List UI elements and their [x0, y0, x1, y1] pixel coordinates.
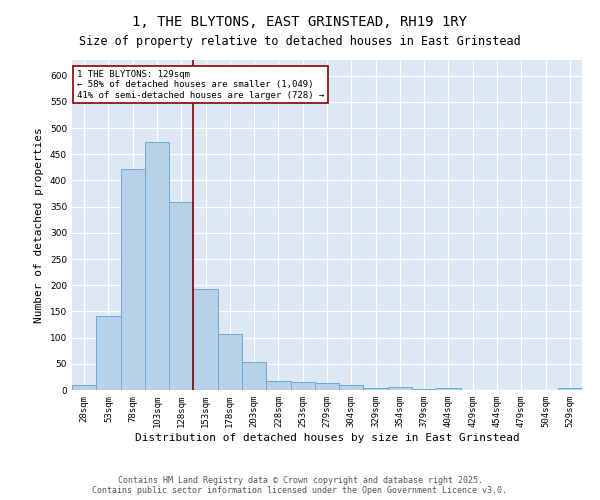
Bar	[558, 388, 582, 390]
Text: Contains HM Land Registry data © Crown copyright and database right 2025.
Contai: Contains HM Land Registry data © Crown c…	[92, 476, 508, 495]
Bar	[436, 388, 461, 390]
Y-axis label: Number of detached properties: Number of detached properties	[34, 127, 44, 323]
Bar	[364, 388, 388, 390]
Bar	[218, 334, 242, 390]
Bar	[169, 202, 193, 390]
Text: 1, THE BLYTONS, EAST GRINSTEAD, RH19 1RY: 1, THE BLYTONS, EAST GRINSTEAD, RH19 1RY	[133, 15, 467, 29]
Bar	[242, 362, 266, 390]
Bar	[266, 380, 290, 390]
Bar	[388, 388, 412, 390]
Text: Size of property relative to detached houses in East Grinstead: Size of property relative to detached ho…	[79, 35, 521, 48]
Bar	[339, 385, 364, 390]
Bar	[145, 142, 169, 390]
X-axis label: Distribution of detached houses by size in East Grinstead: Distribution of detached houses by size …	[134, 432, 520, 442]
Bar	[72, 385, 96, 390]
Bar	[315, 383, 339, 390]
Bar	[96, 316, 121, 390]
Bar	[290, 382, 315, 390]
Bar	[121, 169, 145, 390]
Text: 1 THE BLYTONS: 129sqm
← 58% of detached houses are smaller (1,049)
41% of semi-d: 1 THE BLYTONS: 129sqm ← 58% of detached …	[77, 70, 325, 100]
Bar	[193, 290, 218, 390]
